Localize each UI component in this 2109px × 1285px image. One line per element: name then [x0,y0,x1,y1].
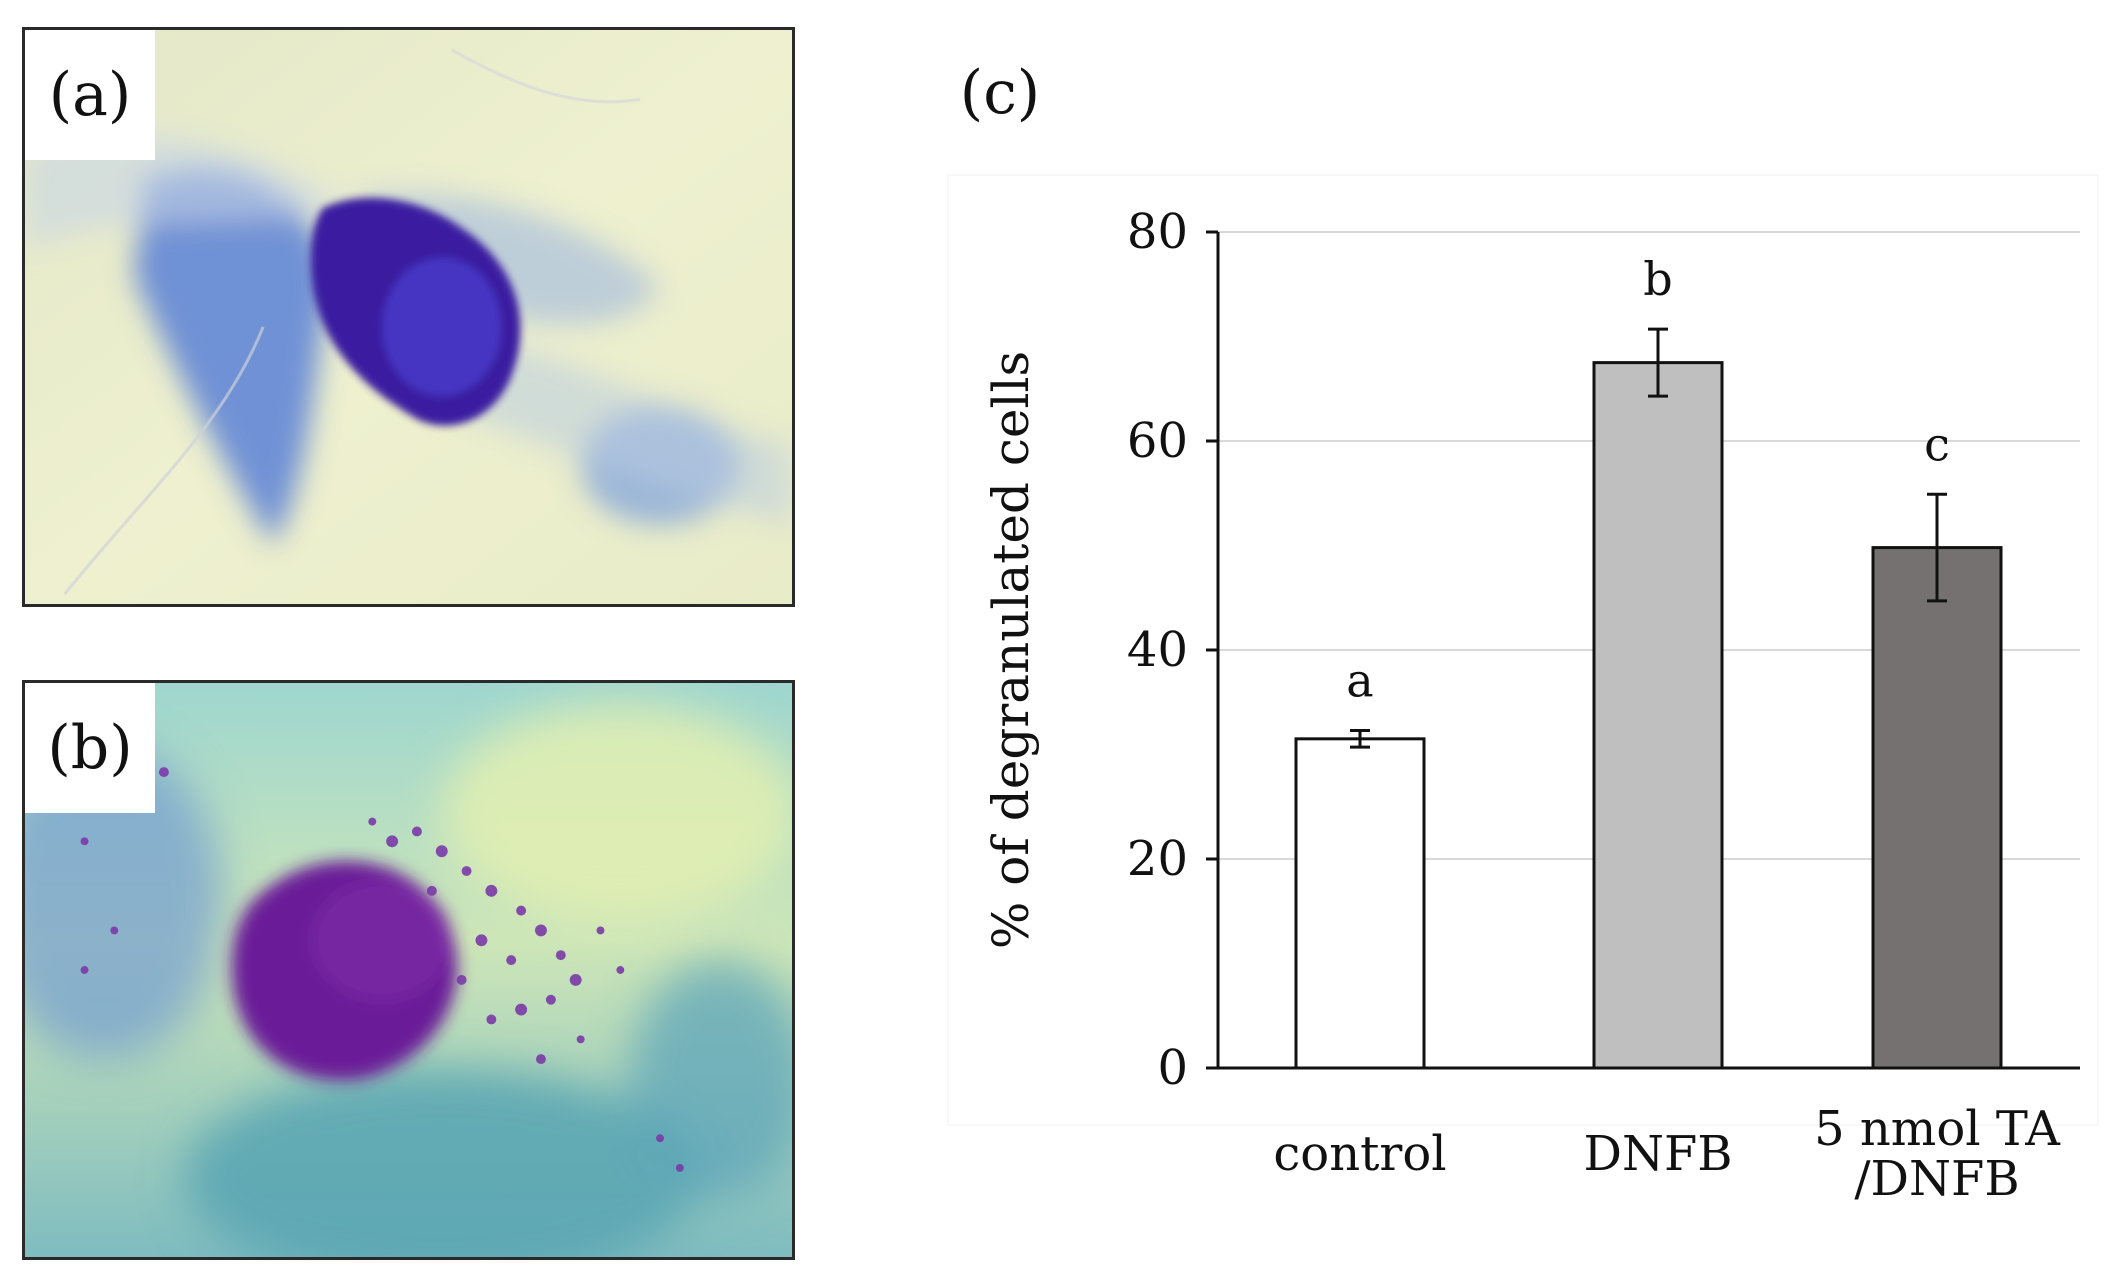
y-tick-label: 0 [1157,1040,1188,1096]
significance-letters: a b c [1346,252,1950,707]
plot-frame [947,174,2099,1126]
error-bars [1350,327,1947,749]
panel-label-a: (a) [25,30,155,160]
y-tick-label: 80 [1127,204,1188,260]
y-tick-labels: 0 20 40 60 80 [1127,204,1188,1096]
axes [1206,230,2080,1070]
significance-letter: a [1346,653,1373,707]
micrograph-image-a [25,30,792,604]
panel-label-c: (c) [940,35,1060,150]
y-axis-title: % of degranulated cells [982,351,1040,949]
x-tick-label: /DNFB [1854,1151,2019,1207]
micrograph-panel-a: (a) [22,27,795,607]
panel-label-b: (b) [25,683,155,813]
bars [1294,361,2003,1070]
y-tick-label: 20 [1127,831,1188,887]
x-tick-labels: control DNFB 5 nmol TA/DNFB [1273,1101,2061,1207]
x-tick-label: DNFB [1583,1126,1732,1182]
y-tick-label: 40 [1127,622,1188,678]
y-tick-label: 60 [1127,413,1188,469]
significance-letter: c [1924,417,1950,471]
significance-letter: b [1643,252,1672,306]
x-tick-label: 5 nmol TA [1814,1101,2061,1157]
bar [1592,361,1724,1070]
bar [1294,737,1426,1070]
bar [1871,546,2003,1070]
x-tick-label: control [1273,1126,1446,1182]
micrograph-panel-b: (b) [22,680,795,1260]
